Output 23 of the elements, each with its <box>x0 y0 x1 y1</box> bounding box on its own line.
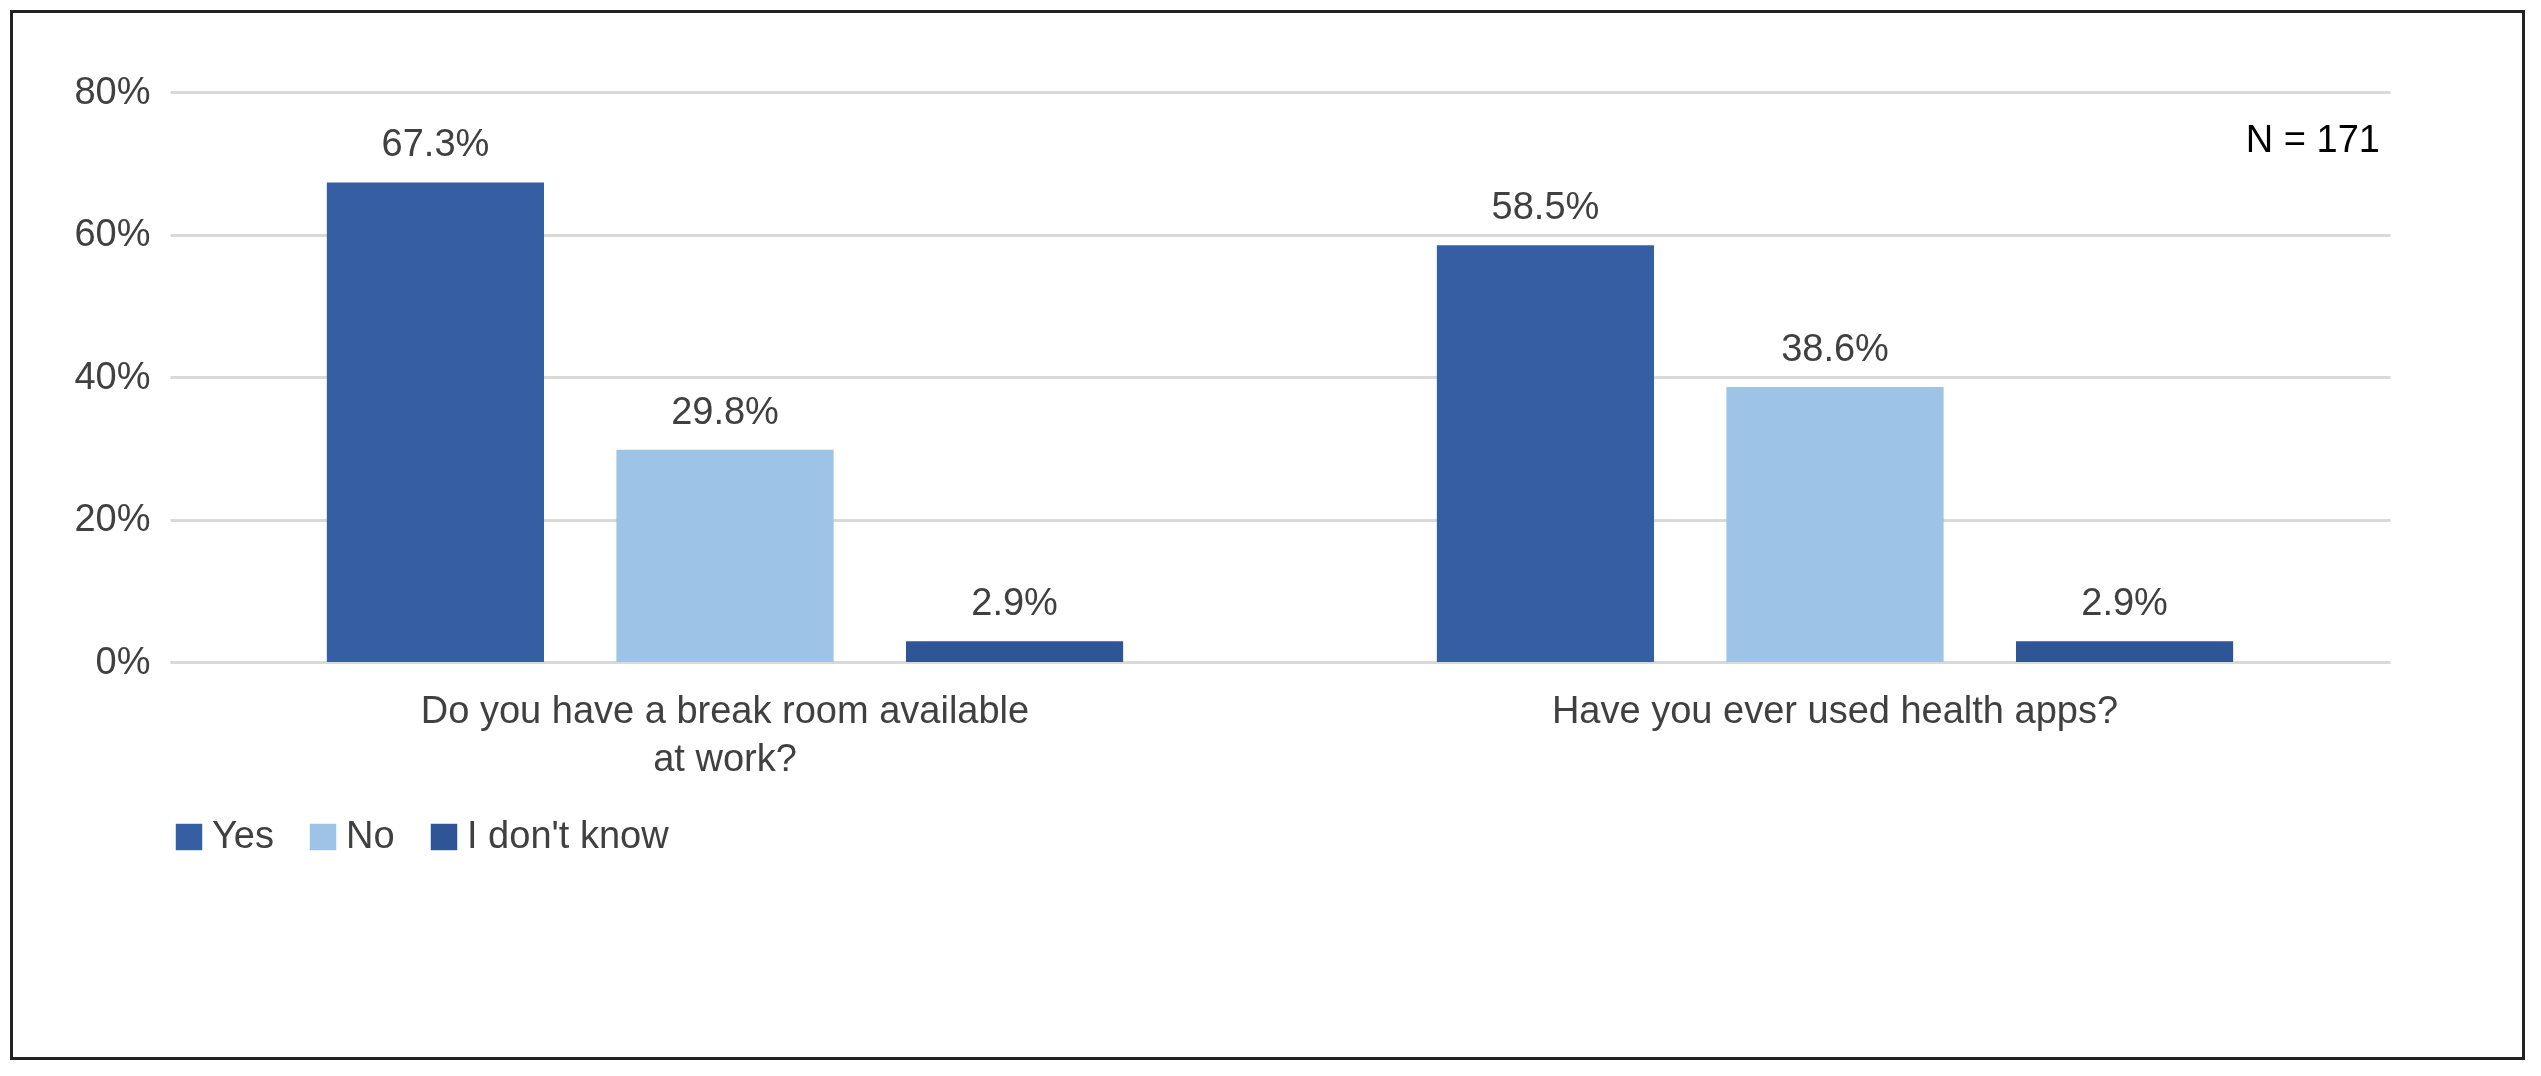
bar <box>1436 245 1655 662</box>
bar <box>2015 641 2234 662</box>
legend-label: I don't know <box>467 814 670 856</box>
data-label: 38.6% <box>1781 326 1889 369</box>
data-label: 67.3% <box>381 122 490 165</box>
x-tick-label: Do you have a break room available at work? <box>420 688 1030 779</box>
legend-label: Yes <box>212 814 274 856</box>
data-label: 2.9% <box>2081 581 2168 624</box>
data-label: 29.8% <box>671 389 779 432</box>
y-tick-label: 0% <box>95 639 151 682</box>
bar <box>326 182 545 662</box>
legend-label: No <box>346 814 395 856</box>
data-label: 2.9% <box>971 581 1058 624</box>
bar <box>905 641 1124 662</box>
x-tick-label: Have you ever used health apps? <box>1551 688 2119 731</box>
y-tick-label: 80% <box>74 69 151 112</box>
y-tick-label: 60% <box>74 212 151 254</box>
bar <box>1726 386 1944 662</box>
y-tick-label: 40% <box>74 354 151 397</box>
data-label: 58.5% <box>1491 185 1600 228</box>
annotation: N = 171 <box>2245 118 2380 160</box>
y-tick-label: 20% <box>74 497 151 539</box>
bar <box>616 449 834 662</box>
